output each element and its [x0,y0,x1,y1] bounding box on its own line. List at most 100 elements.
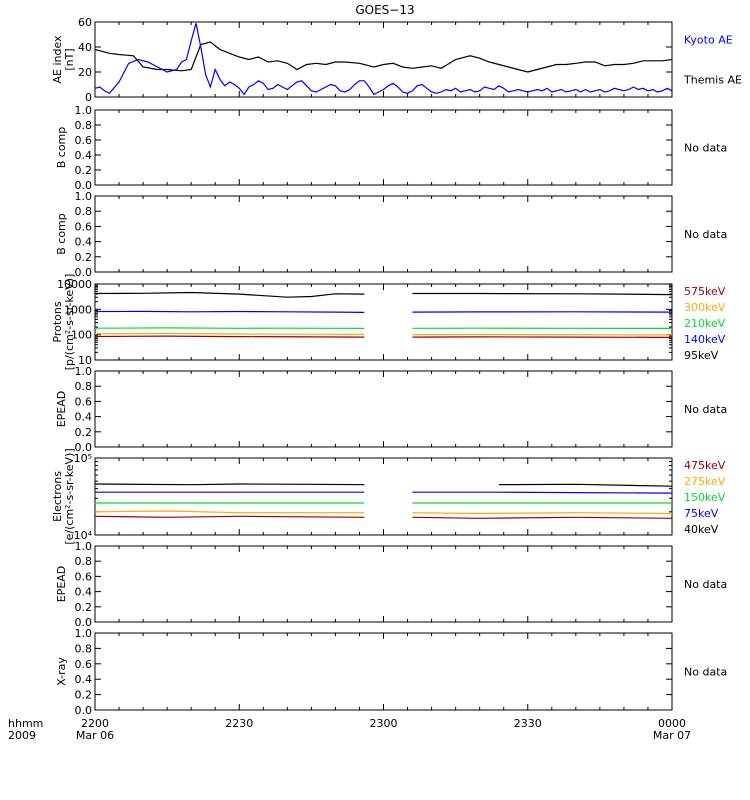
y-tick-label: 1.0 [75,627,93,640]
year-label: 2009 [8,729,36,742]
series-group [95,291,672,338]
legend-entry: 140keV [684,333,726,346]
panel-epead2: 0.0 0.2 0.4 0.6 0.8 1.0 EPEAD No data [55,540,727,629]
series-line-275kev [95,510,365,514]
legend-entry: 40keV [684,523,719,536]
series-line-40kev [498,483,672,487]
panel-frame [94,21,673,98]
y-tick-label: 0 [85,91,92,104]
panel-frame [94,109,673,186]
y-axis-label: EPEAD [55,391,68,428]
panel-protons: 10 100 1000 10000 Protons [p/(cm²-s-sr-keV)] 5… [51,274,726,371]
series-group [95,23,672,96]
y-tick-label: 0.6 [75,220,93,233]
y-tick-label: 60 [78,16,92,29]
y-tick-label: 100 [71,329,92,342]
y-axis-label: EPEAD [55,566,68,603]
legend-entry: 300keV [684,301,726,314]
series-line-210kev [95,327,365,329]
y-tick-label: 0.4 [75,149,93,162]
y-tick-label: 0.2 [75,601,93,614]
y-tick-label: 0.8 [75,642,93,655]
no-data-label: No data [684,666,727,679]
panel-frame [94,545,673,623]
series-line-95kev [95,291,365,298]
legend-entry: Themis AE [683,74,742,87]
y-tick-label: 0.6 [75,395,93,408]
panel-bcomp1: 0.0 0.2 0.4 0.6 0.8 1.0 B comp No data [55,104,727,192]
y-tick-label: 10⁴ [74,529,93,542]
x-tick-date-label: Mar 07 [653,729,691,742]
y-tick-label: 0.4 [75,586,93,599]
y-tick-label: 0.4 [75,236,93,249]
y-axis-label: B comp [55,213,68,255]
no-data-label: No data [684,228,727,241]
y-tick-label: 0.2 [75,251,93,264]
panel-frame [94,283,673,361]
y-tick-label: 1.0 [75,190,93,203]
y-axis-label: B comp [55,127,68,169]
y-tick-label: 0.2 [75,164,93,177]
panel-frame [94,370,673,448]
legend-entry: 150keV [684,491,726,504]
x-tick-label: 2200 [81,717,109,730]
y-axis-unit-label: [p/(cm²-s-sr-keV)] [63,274,76,371]
legend-entry: 275keV [684,475,726,488]
y-tick-label: 1.0 [75,365,93,378]
y-tick-label: 0.4 [75,673,93,686]
x-tick-label: 0000 [658,717,686,730]
series-line-300kev [95,332,365,335]
y-tick-label: 0.4 [75,411,93,424]
series-line-275kev [412,512,672,515]
panel-electrons: 10⁴ 10⁵ Electrons [e/(cm²-s-sr-keV)] 475keV 2… [51,448,726,544]
y-tick-label: 0.6 [75,658,93,671]
legend-entry: 95keV [684,349,719,362]
no-data-label: No data [684,403,727,416]
panel-xray: 0.0 0.2 0.4 0.6 0.8 1.0 X-ray No data [55,627,727,717]
series-line-40kev [95,483,365,486]
y-axis-unit-label: [nT] [63,48,76,70]
y-tick-label: 1.0 [75,104,93,117]
y-tick-label: 10⁵ [74,452,92,465]
y-tick-label: 0.0 [75,179,93,192]
no-data-label: No data [684,142,727,155]
x-tick-date-label: Mar 06 [76,729,114,742]
x-tick-label: 2230 [225,717,253,730]
series-line-575kev [412,336,672,338]
legend-entry: 210keV [684,317,726,330]
panel-epead1: 0.0 0.2 0.4 0.6 0.8 1.0 EPEAD No data [55,365,727,454]
legend-entry: 75keV [684,507,719,520]
series-line-kyoto-ae [95,23,672,96]
chart-title: GOES−13 [355,3,414,17]
y-axis-label: Electrons [51,471,64,522]
y-tick-label: 10000 [57,278,92,291]
y-tick-label: 0.2 [75,426,93,439]
y-tick-label: 0.8 [75,119,93,132]
panel-frame [94,457,673,536]
series-line-95kev [412,292,672,296]
y-tick-label: 0.8 [75,380,93,393]
y-tick-label: 0.6 [75,134,93,147]
panel-frame [94,632,673,711]
y-axis-unit-label: [e/(cm²-s-sr-keV)] [63,448,76,544]
legend-entry: 475keV [684,459,726,472]
series-line-300kev [412,333,672,336]
y-tick-label: 1000 [64,303,92,316]
y-tick-label: 0.0 [75,441,93,454]
y-axis-label: Protons [51,301,64,342]
y-tick-label: 1.0 [75,540,93,553]
y-tick-label: 0.8 [75,555,93,568]
y-tick-label: 0.2 [75,689,93,702]
series-line-140kev [95,310,365,313]
y-tick-label: 0.0 [75,266,93,279]
panel-frame [94,195,673,273]
y-tick-label: 0.6 [75,570,93,583]
series-group [95,483,672,519]
x-tick-label: 2300 [370,717,398,730]
y-tick-label: 0.0 [75,616,93,629]
series-line-themis-ae [95,41,672,73]
legend-entry: Kyoto AE [684,34,733,47]
